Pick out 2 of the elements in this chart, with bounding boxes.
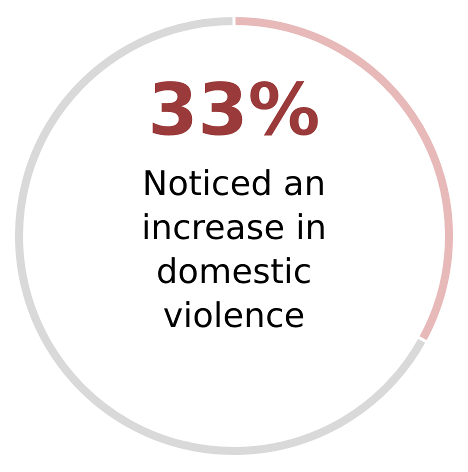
text: Noticed an increase in domestic violence [141,164,327,336]
data-label: 33% [148,68,320,152]
